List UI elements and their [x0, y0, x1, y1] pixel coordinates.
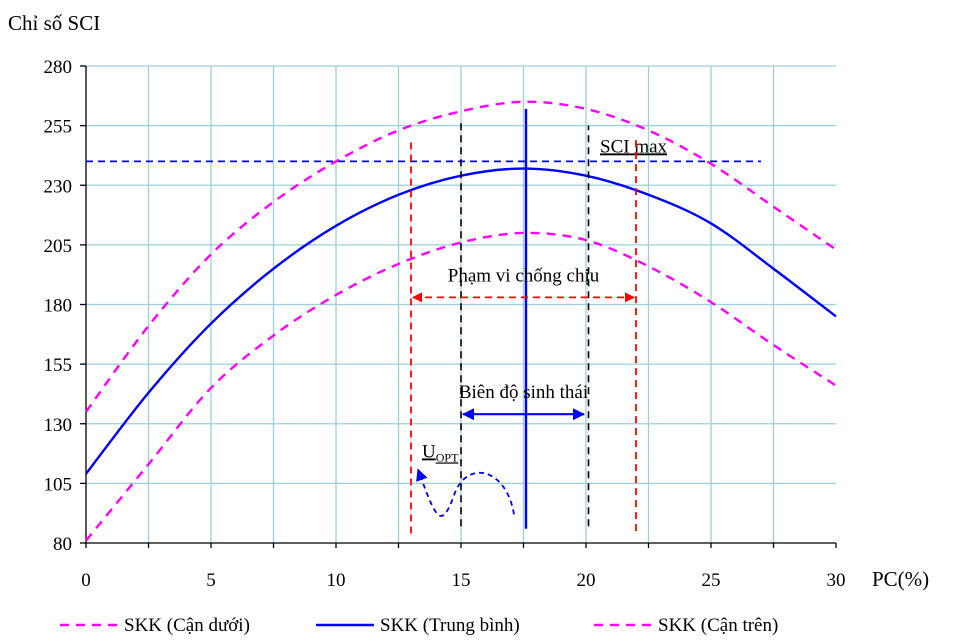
legend-label-2: SKK (Trung bình)	[380, 615, 520, 636]
y-tick-label: 130	[44, 415, 73, 436]
y-tick-label: 80	[53, 534, 72, 555]
tolerance-range-label: Phạm vi chống chịu	[448, 265, 600, 286]
y-tick-label: 205	[44, 236, 73, 257]
axes	[80, 65, 837, 548]
tick-labels: 80 105 130 155 180 205 230 255 280 0 5 10 15 20 25 30	[44, 57, 846, 591]
legend-label-1: SKK (Cận dưới)	[124, 615, 250, 636]
y-tick-label: 105	[44, 474, 73, 495]
x-tick-label: 15	[452, 570, 471, 591]
ecological-amplitude-label: Biên độ sinh thái	[459, 382, 588, 403]
y-tick-label: 255	[44, 117, 73, 138]
x-tick-label: 30	[827, 570, 846, 591]
x-tick-label: 5	[206, 570, 216, 591]
x-tick-label: 20	[577, 570, 596, 591]
x-tick-label: 10	[327, 570, 346, 591]
series-lines	[85, 100, 837, 542]
legend: SKK (Cận dưới) SKK (Trung bình) SKK (Cận t…	[60, 615, 778, 636]
x-axis-title: PC(%)	[872, 567, 929, 591]
legend-label-3: SKK (Cận trên)	[658, 615, 778, 636]
u-opt-label-main: U	[422, 441, 436, 462]
x-tick-label: 25	[702, 570, 721, 591]
series-line-2	[85, 167, 837, 475]
y-tick-label: 180	[44, 296, 73, 317]
x-tick-label: 0	[81, 570, 91, 591]
u-opt-label-subscript: OPT	[436, 450, 459, 464]
annotations: SCI max Phạm vi chống chịu Biên độ sinh th…	[86, 108, 761, 534]
y-tick-label: 230	[44, 176, 73, 197]
sci-max-label: SCI max	[600, 136, 668, 157]
u-opt-arrow	[416, 468, 515, 517]
series-line-3	[85, 100, 837, 413]
y-tick-label: 280	[44, 57, 73, 78]
y-tick-label: 155	[44, 355, 73, 376]
u-opt-label: UOPT	[422, 441, 459, 464]
series-line-1	[85, 231, 837, 542]
y-axis-title: Chỉ số SCI	[8, 11, 100, 35]
